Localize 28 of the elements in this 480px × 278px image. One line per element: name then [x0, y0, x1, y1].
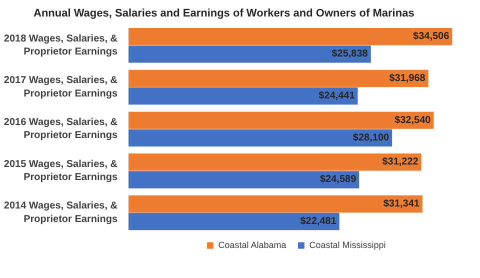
y-tick-label: 2017 Wages, Salaries, & Proprietor Earnings: [4, 75, 118, 100]
bar: [128, 87, 358, 105]
data-label: $32,540: [394, 114, 432, 126]
data-label: $34,506: [413, 31, 450, 42]
data-label: $31,968: [389, 72, 426, 84]
data-label: $28,100: [352, 132, 390, 144]
bar: [128, 70, 428, 88]
y-tick-label: 2018 Wages, Salaries, & Proprietor Earnings: [4, 33, 118, 58]
bar: [128, 46, 371, 63]
data-label: $25,838: [332, 48, 368, 60]
bar: [128, 171, 360, 188]
bar: [128, 195, 422, 213]
data-label: $22,481: [300, 216, 337, 228]
bar: [128, 154, 422, 171]
chart-title: Annual Wages, Salaries and Earnings of Workers and Owners of Marinas: [34, 8, 414, 20]
data-label: $24,441: [318, 90, 356, 102]
bar: [128, 129, 392, 146]
data-label: $31,222: [382, 156, 419, 168]
legend-label: Coastal Mississippi: [309, 240, 386, 250]
data-label: $24,589: [320, 174, 357, 186]
y-tick-label: 2014 Wages, Salaries, & Proprietor Earnings: [4, 200, 118, 225]
bar: [128, 28, 452, 46]
y-tick-label: 2016 Wages, Salaries, & Proprietor Earnings: [4, 116, 118, 142]
bar: [128, 212, 340, 230]
legend-label: Coastal Alabama: [218, 240, 286, 250]
bar: [128, 112, 434, 129]
data-label: $31,341: [383, 198, 420, 210]
y-tick-label: 2015 Wages, Salaries, & Proprietor Earnings: [4, 158, 118, 184]
